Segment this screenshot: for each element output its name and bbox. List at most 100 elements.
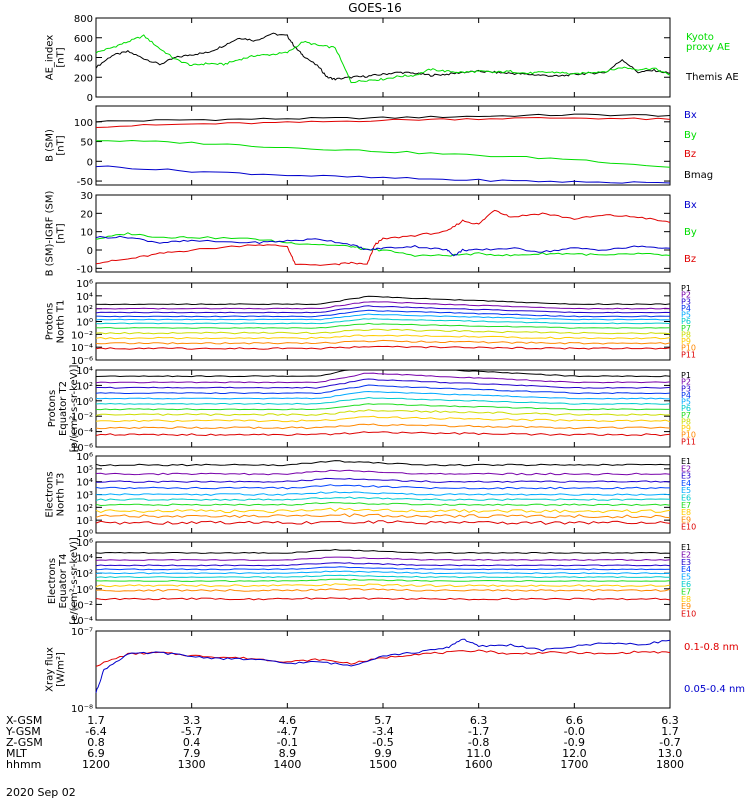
y-tick-label-eequator: 10⁰ bbox=[76, 585, 93, 596]
orbit-value: 1.7 bbox=[87, 714, 105, 727]
y-axis-label-digrf: B (SM)-IGRF (SM) bbox=[45, 191, 56, 277]
channel-label-enorth: E6 bbox=[681, 494, 691, 503]
channel-line-pequator bbox=[95, 423, 671, 430]
orbit-value: 13.0 bbox=[658, 747, 683, 760]
y-tick-label-eequator: 10⁴ bbox=[76, 554, 93, 565]
orbit-value: 6.3 bbox=[470, 714, 488, 727]
y-axis-label-ae: [nT] bbox=[56, 47, 67, 67]
y-tick-label-pnorth: 10⁴ bbox=[76, 292, 93, 303]
channel-line-enorth bbox=[95, 469, 671, 476]
orbit-value: 12.0 bbox=[562, 747, 587, 760]
y-tick-label-eequator: 10² bbox=[76, 569, 93, 580]
orbit-value: -0.7 bbox=[659, 736, 680, 749]
channel-line-pnorth bbox=[95, 305, 671, 314]
y-axis-label-eequator: [e/(cm²-s-sr-keV)] bbox=[69, 537, 80, 625]
channel-label-pnorth: P1 bbox=[681, 284, 691, 293]
channel-label-enorth: E9 bbox=[681, 515, 691, 524]
y-axis-label-xray: [W/m²] bbox=[56, 652, 67, 687]
legend-label-ae: proxy AE bbox=[686, 42, 730, 53]
orbit-value: 1800 bbox=[656, 758, 684, 771]
series-line-digrf bbox=[95, 209, 671, 266]
y-axis-label-pequator: [p/(cm²-s-sr-keV)] bbox=[69, 365, 80, 453]
channel-line-eequator bbox=[95, 556, 671, 561]
channel-line-pnorth bbox=[95, 295, 671, 306]
orbit-value: 0.8 bbox=[87, 736, 105, 749]
orbit-value: 1300 bbox=[178, 758, 206, 771]
orbit-value: 1.7 bbox=[661, 725, 679, 738]
channel-label-eequator: E8 bbox=[681, 595, 691, 604]
y-tick-label-enorth: 10¹ bbox=[76, 516, 93, 527]
channel-label-pnorth: P8 bbox=[681, 330, 691, 339]
y-tick-label-ae: 600 bbox=[74, 34, 93, 45]
y-tick-label-digrf: 30 bbox=[80, 191, 93, 202]
orbit-value: 5.7 bbox=[374, 714, 392, 727]
channel-line-pnorth bbox=[96, 301, 671, 310]
legend-label-ae: Themis AE bbox=[685, 72, 739, 83]
y-tick-label-digrf: -10 bbox=[77, 264, 93, 275]
orbit-value: -4.7 bbox=[277, 725, 298, 738]
channel-line-enorth bbox=[95, 507, 671, 514]
y-tick-label-xray: 10⁻⁷ bbox=[71, 627, 93, 638]
series-line-ae bbox=[95, 32, 671, 81]
channel-line-eequator bbox=[95, 597, 671, 601]
channel-label-enorth: E2 bbox=[681, 464, 691, 473]
channel-line-pequator bbox=[95, 409, 671, 417]
channel-line-pnorth bbox=[95, 328, 671, 335]
series-line-ae bbox=[95, 34, 671, 84]
channel-label-eequator: E4 bbox=[681, 565, 691, 574]
channel-label-pequator: P7 bbox=[681, 411, 691, 420]
channel-label-pequator: P9 bbox=[681, 424, 691, 433]
y-tick-label-ae: 400 bbox=[74, 54, 93, 65]
series-line-xray bbox=[95, 638, 671, 694]
y-axis-label-eequator: Equator T4 bbox=[58, 554, 69, 609]
channel-line-pequator bbox=[95, 403, 670, 411]
legend-label-xray: 0.05-0.4 nm bbox=[684, 684, 745, 695]
channel-line-enorth bbox=[95, 520, 671, 525]
legend-label-bsm: Bmag bbox=[684, 170, 713, 181]
orbit-value: -0.5 bbox=[372, 736, 393, 749]
orbit-value: -3.4 bbox=[372, 725, 393, 738]
y-tick-label-bsm: -50 bbox=[77, 177, 93, 188]
channel-label-pequator: P6 bbox=[681, 404, 691, 413]
orbit-value: -1.7 bbox=[468, 725, 489, 738]
channel-line-eequator bbox=[95, 578, 671, 583]
channel-label-pnorth: P10 bbox=[681, 344, 696, 353]
orbit-value: 6.6 bbox=[566, 714, 584, 727]
channel-line-pnorth bbox=[95, 322, 671, 329]
channel-label-eequator: E10 bbox=[681, 610, 696, 619]
channel-line-pequator bbox=[96, 378, 671, 389]
y-tick-label-pnorth: 10⁻² bbox=[71, 330, 93, 341]
date-label: 2020 Sep 02 bbox=[6, 786, 76, 799]
channel-line-eequator bbox=[95, 562, 671, 567]
y-tick-label-pequator: 10⁴ bbox=[76, 366, 93, 377]
y-axis-label-eequator: Electrons bbox=[47, 558, 58, 604]
y-tick-label-digrf: 20 bbox=[80, 209, 93, 220]
channel-label-enorth: E8 bbox=[681, 508, 691, 517]
series-line-bsm bbox=[96, 139, 671, 168]
channel-line-enorth bbox=[95, 513, 671, 519]
channel-label-pequator: P1 bbox=[681, 371, 691, 380]
orbit-value: -0.8 bbox=[468, 736, 489, 749]
series-line-bsm bbox=[95, 165, 671, 184]
channel-line-pequator bbox=[95, 390, 670, 400]
y-axis-label-bsm: B (SM) bbox=[45, 129, 56, 162]
channel-line-pnorth bbox=[95, 345, 671, 350]
orbit-value: 7.9 bbox=[183, 747, 201, 760]
series-line-digrf bbox=[95, 235, 671, 257]
orbit-value: 1500 bbox=[369, 758, 397, 771]
channel-line-enorth bbox=[95, 477, 671, 483]
channel-line-pequator bbox=[95, 415, 671, 423]
channel-label-enorth: E4 bbox=[681, 479, 691, 488]
channel-line-enorth bbox=[95, 484, 670, 490]
channel-line-enorth bbox=[95, 501, 671, 507]
panel-frame-xray bbox=[95, 630, 671, 709]
y-tick-label-pequator: 10⁻⁶ bbox=[71, 443, 93, 454]
y-tick-label-bsm: 100 bbox=[74, 118, 93, 129]
channel-label-pequator: P8 bbox=[681, 417, 691, 426]
orbit-row-label: hhmm bbox=[6, 758, 41, 771]
channel-line-enorth bbox=[95, 496, 671, 501]
orbit-value: 1700 bbox=[560, 758, 588, 771]
legend-label-digrf: By bbox=[684, 227, 697, 238]
y-tick-label-pnorth: 10² bbox=[76, 305, 93, 316]
channel-line-pnorth bbox=[95, 313, 671, 321]
